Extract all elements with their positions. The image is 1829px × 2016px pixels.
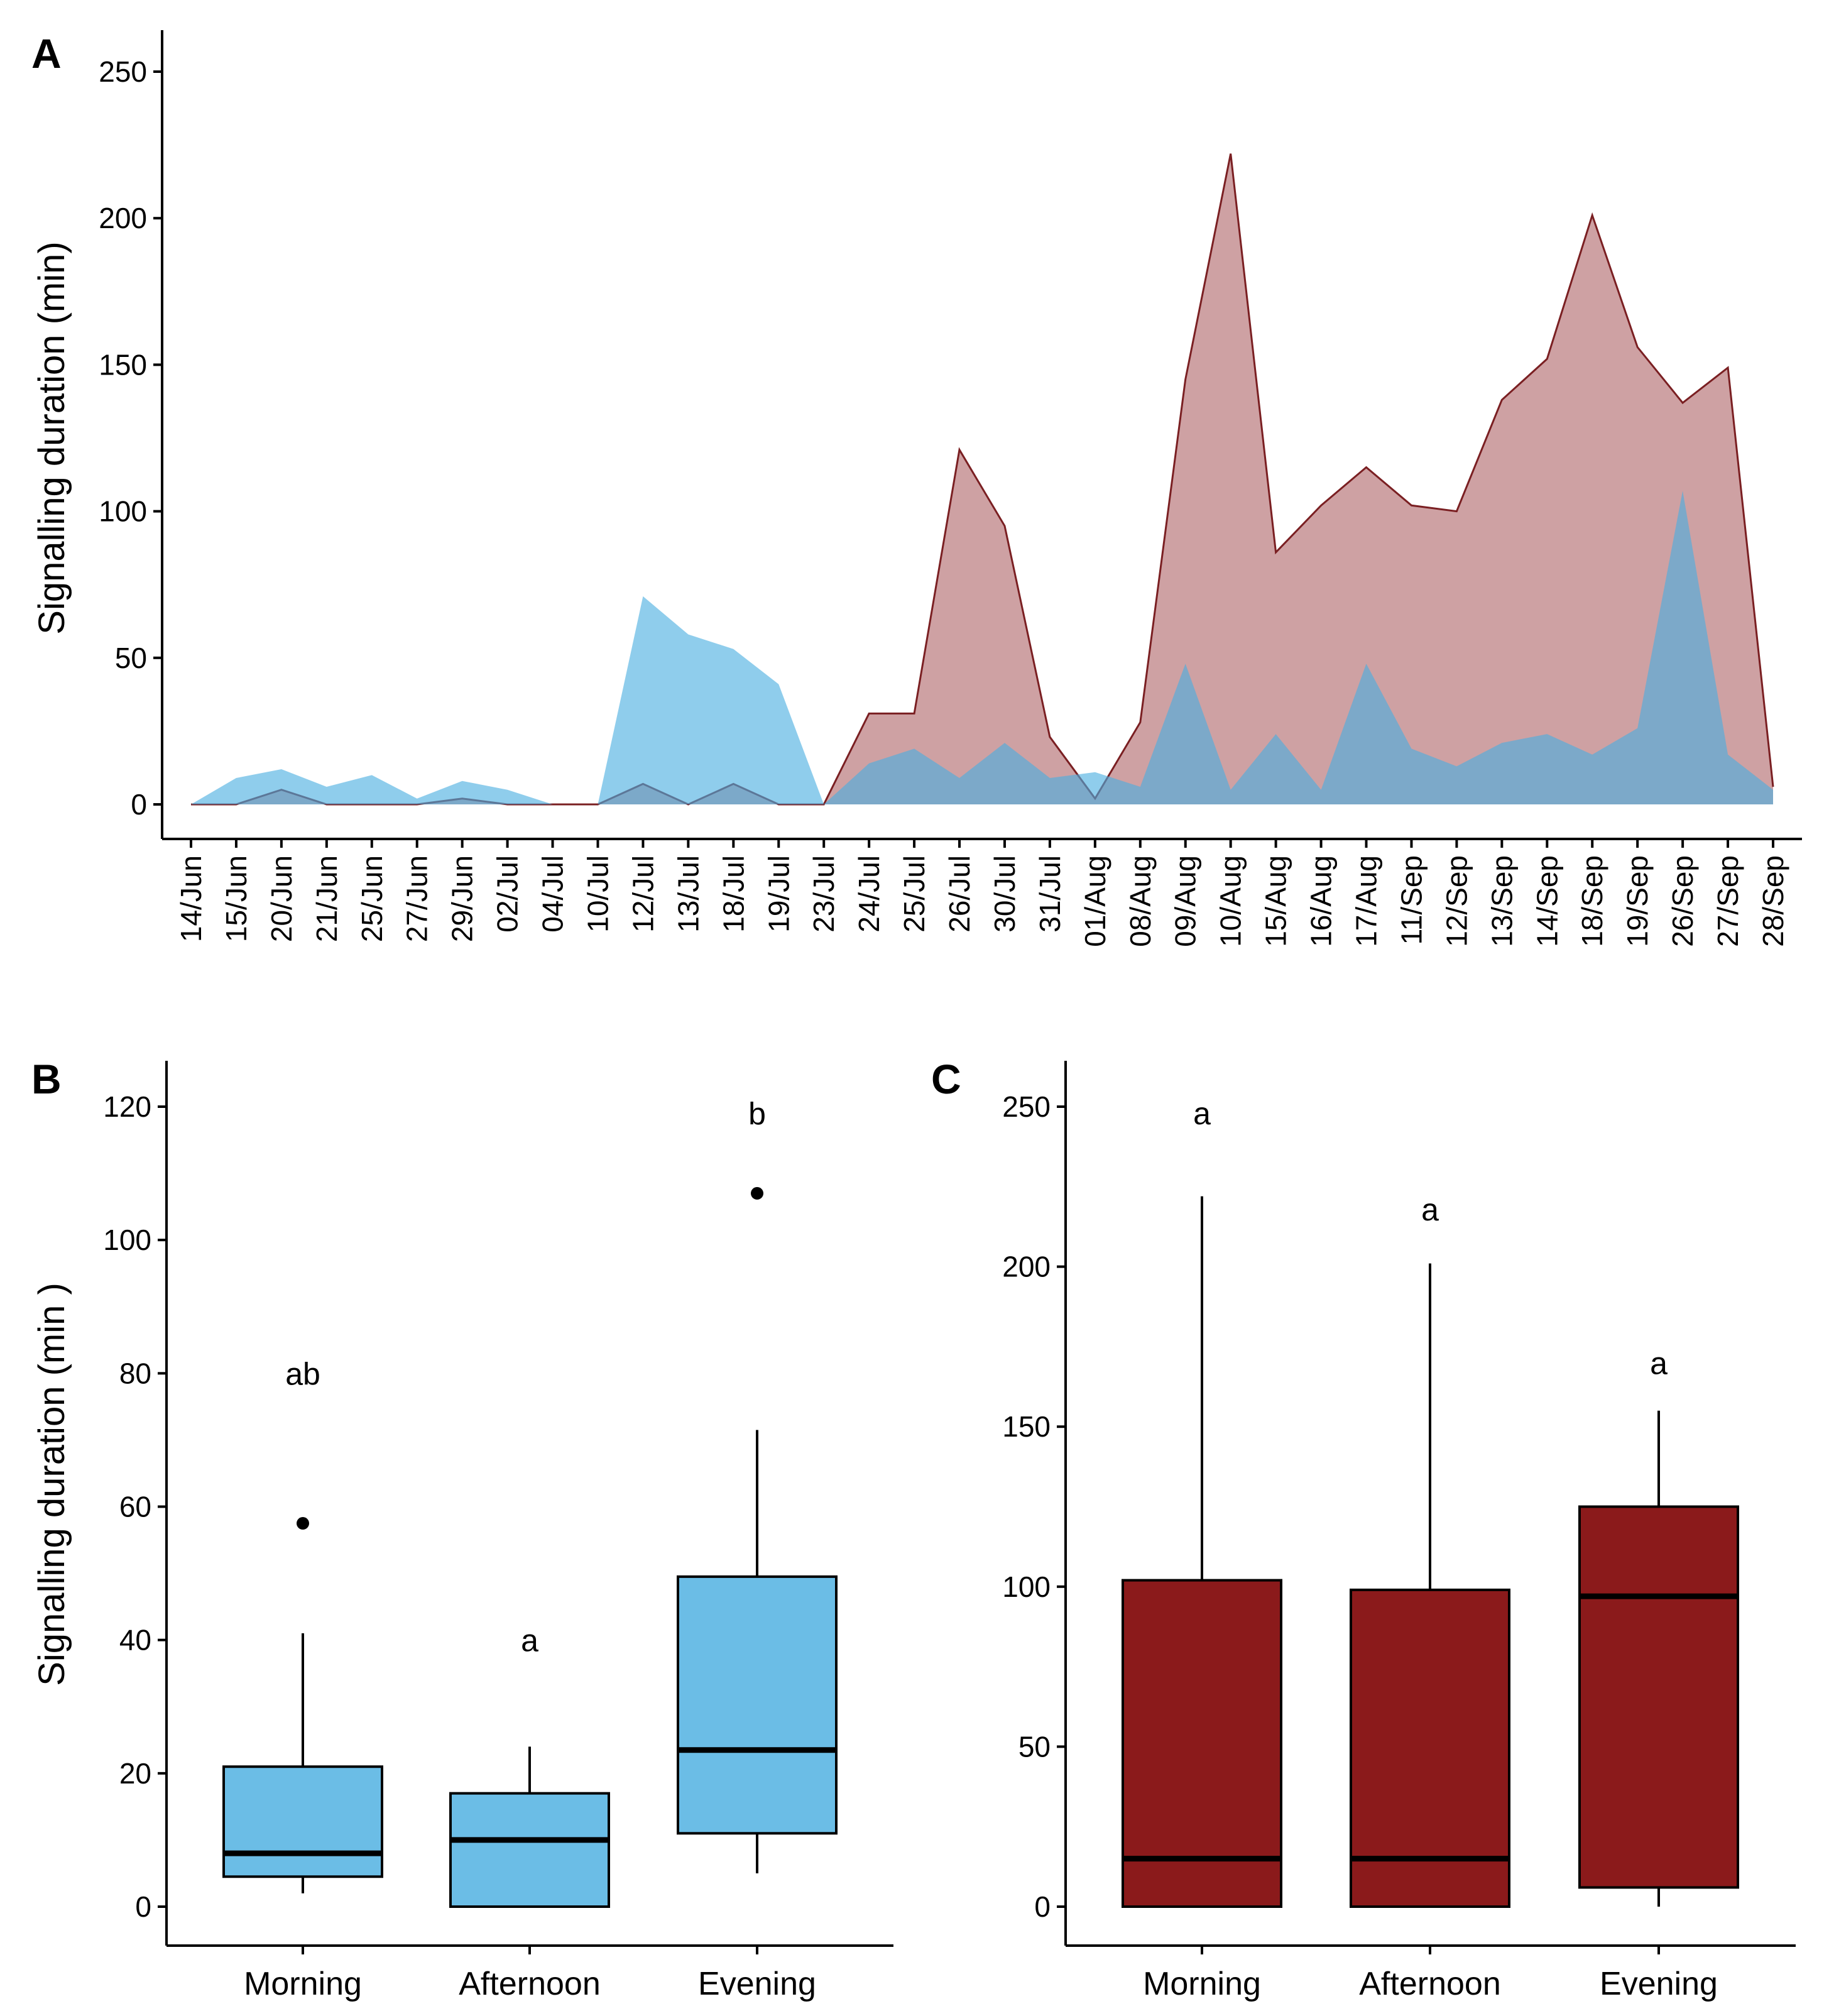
panel-c-category-label: Afternoon bbox=[1359, 1966, 1501, 2002]
panel-a-y-tick-label: 200 bbox=[99, 202, 147, 234]
panel-a-x-tick-label: 10/Aug bbox=[1215, 855, 1247, 947]
panel-a-y-tick-label: 50 bbox=[115, 642, 147, 674]
panel-a-x-tick-label: 25/Jul bbox=[898, 855, 931, 933]
panel-a-x-tick-label: 13/Sep bbox=[1485, 855, 1518, 947]
panel-a-x-tick-label: 12/Sep bbox=[1440, 855, 1473, 947]
panel-b-outlier-evening bbox=[751, 1186, 763, 1200]
panel-c-y-tick-label: 200 bbox=[1002, 1251, 1051, 1283]
panel-a-x-tick-label: 18/Sep bbox=[1576, 855, 1608, 947]
panel-a-x-tick-label: 20/Jun bbox=[265, 855, 298, 942]
panel-c-significance-letter: a bbox=[1421, 1192, 1439, 1227]
panel-a-x-tick-label: 14/Jun bbox=[175, 855, 207, 942]
area-series-red bbox=[191, 153, 1773, 805]
panel-a-label: A bbox=[31, 30, 62, 77]
panel-b-significance-letter: a bbox=[521, 1623, 538, 1658]
panel-a-x-tick-label: 15/Jun bbox=[220, 855, 253, 942]
panel-b-y-tick-label: 0 bbox=[135, 1890, 151, 1923]
panel-a-x-tick-label: 16/Aug bbox=[1305, 855, 1338, 947]
panel-b-y-tick-label: 100 bbox=[103, 1224, 151, 1256]
panel-a-x-tick-label: 31/Jul bbox=[1034, 855, 1066, 933]
panel-a-y-tick-label: 100 bbox=[99, 495, 147, 528]
panel-a-y-tick-label: 0 bbox=[131, 788, 147, 821]
panel-a-x-tick-label: 12/Jul bbox=[626, 855, 659, 933]
panel-b-category-label: Morning bbox=[244, 1966, 362, 2002]
panel-a-x-tick-label: 30/Jul bbox=[988, 855, 1021, 933]
panel-b-significance-letter: b bbox=[748, 1097, 766, 1132]
panel-a-y-axis-label: Signalling duration (min) bbox=[31, 241, 72, 634]
panel-a-x-tick-label: 08/Aug bbox=[1124, 855, 1157, 947]
panel-c-y-tick-label: 50 bbox=[1018, 1730, 1051, 1763]
panel-b: B Signalling duration (min ) 0 20 40 60 80 10… bbox=[31, 1056, 893, 2002]
panel-c: C 0 50 100 150 200 250 Morning a Afternoon a Eveni… bbox=[931, 1056, 1796, 2002]
panel-a-x-tick-label: 15/Aug bbox=[1260, 855, 1292, 947]
panel-b-label: B bbox=[31, 1056, 62, 1102]
panel-b-y-tick-label: 60 bbox=[119, 1491, 151, 1523]
panel-a-y-tick-label: 150 bbox=[99, 348, 147, 381]
panel-b-y-tick-label: 80 bbox=[119, 1357, 151, 1389]
panel-a-x-tick-label: 02/Jul bbox=[491, 855, 524, 933]
panel-a-x-tick-label: 27/Jun bbox=[401, 855, 434, 942]
panel-a-x-tick-label: 29/Jun bbox=[446, 855, 479, 942]
panel-b-y-tick-label: 20 bbox=[119, 1757, 151, 1790]
panel-b-outlier-morning bbox=[297, 1517, 309, 1530]
panel-a-x-tick-label: 26/Jul bbox=[943, 855, 976, 933]
panel-a-x-tick-label: 04/Jul bbox=[537, 855, 569, 933]
panel-a-x-tick-label: 19/Jul bbox=[762, 855, 795, 933]
panel-c-y-tick-label: 250 bbox=[1002, 1090, 1051, 1123]
panel-c-box-morning bbox=[1122, 1579, 1282, 1908]
panel-c-y-tick-label: 0 bbox=[1034, 1890, 1051, 1923]
panel-a-x-tick-label: 13/Jul bbox=[672, 855, 704, 933]
panel-a-x-tick-label: 26/Sep bbox=[1666, 855, 1699, 947]
panel-a-x-tick-label: 11/Sep bbox=[1395, 855, 1428, 945]
panel-b-box-morning bbox=[222, 1765, 383, 1878]
panel-a-x-tick-label: 27/Sep bbox=[1712, 855, 1744, 947]
area-series-blue bbox=[191, 491, 1773, 804]
panel-b-y-axis-label: Signalling duration (min ) bbox=[31, 1283, 72, 1686]
panel-a-y-tick-label: 250 bbox=[99, 55, 147, 88]
panel-c-category-label: Morning bbox=[1143, 1966, 1261, 2002]
panel-a-x-tick-label: 14/Sep bbox=[1531, 855, 1563, 947]
panel-a-x-tick-label: 17/Aug bbox=[1350, 855, 1383, 947]
panel-a-x-tick-label: 10/Jul bbox=[582, 855, 614, 933]
panel-a-x-tick-label: 09/Aug bbox=[1169, 855, 1202, 947]
panel-c-significance-letter: a bbox=[1650, 1345, 1668, 1381]
panel-c-box-afternoon bbox=[1350, 1588, 1510, 1909]
panel-c-y-tick-label: 100 bbox=[1002, 1570, 1051, 1603]
panel-b-category-label: Afternoon bbox=[459, 1966, 601, 2002]
panel-a-x-tick-label: 18/Jul bbox=[717, 855, 750, 933]
panel-b-y-tick-label: 40 bbox=[119, 1624, 151, 1657]
panel-a-x-tick-label: 21/Jun bbox=[310, 855, 343, 942]
panel-c-label: C bbox=[931, 1056, 961, 1102]
panel-b-box-evening bbox=[677, 1575, 838, 1835]
panel-a: A Signalling duration (min) 0 50 100 150 200… bbox=[31, 30, 1802, 947]
panel-c-significance-letter: a bbox=[1193, 1096, 1211, 1131]
panel-c-y-tick-label: 150 bbox=[1002, 1410, 1051, 1443]
panel-a-x-tick-label: 24/Jul bbox=[853, 855, 885, 933]
panel-a-x-tick-label: 28/Sep bbox=[1757, 855, 1789, 947]
panel-a-x-tick-label: 19/Sep bbox=[1621, 855, 1654, 947]
panel-a-x-tick-label: 01/Aug bbox=[1079, 855, 1111, 947]
panel-b-significance-letter: ab bbox=[285, 1356, 320, 1391]
panel-c-box-evening bbox=[1578, 1505, 1739, 1889]
panel-b-y-tick-label: 120 bbox=[103, 1090, 151, 1123]
panel-a-x-tick-label: 23/Jul bbox=[807, 855, 840, 933]
panel-c-category-label: Evening bbox=[1600, 1966, 1718, 2002]
panel-a-x-tick-label: 25/Jun bbox=[356, 855, 388, 942]
panel-b-category-label: Evening bbox=[698, 1966, 816, 2002]
panel-b-box-afternoon bbox=[449, 1792, 610, 1909]
